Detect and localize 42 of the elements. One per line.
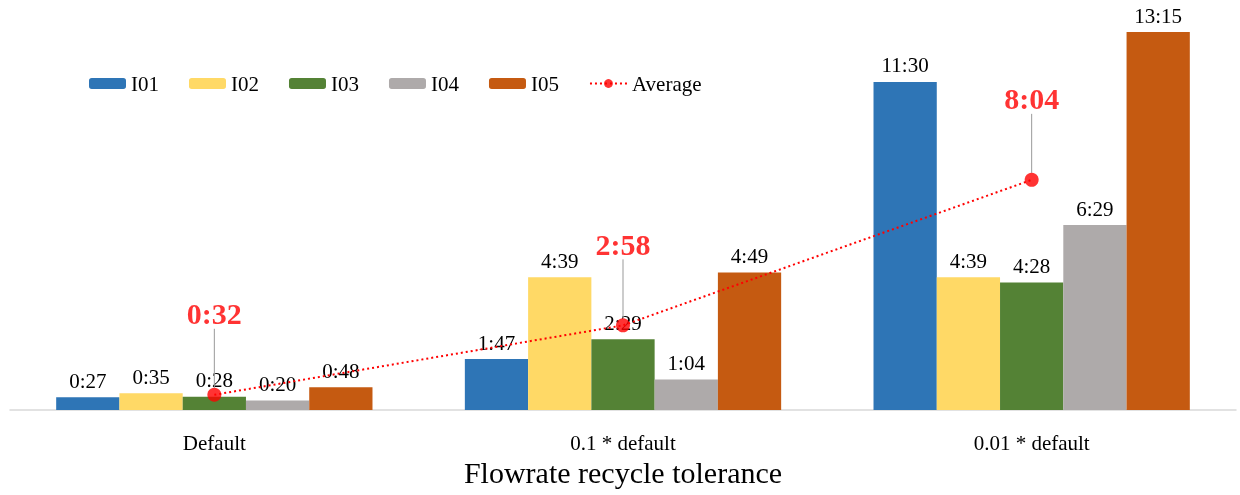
legend-label: Average — [631, 71, 702, 96]
data-label: 0:28 — [195, 368, 234, 393]
data-label: 1:04 — [667, 351, 706, 376]
bar — [56, 397, 120, 410]
data-label: 1:47 — [477, 330, 516, 355]
bar — [1063, 225, 1127, 410]
bar — [182, 396, 246, 410]
bar — [245, 400, 310, 410]
bar — [1126, 32, 1190, 410]
legend-label: I04 — [430, 71, 460, 96]
data-label: 0:20 — [258, 371, 297, 396]
bar — [936, 277, 1001, 410]
x-tick-label: 0.1 * default — [570, 430, 676, 455]
data-label: 4:39 — [541, 248, 579, 273]
bar — [309, 387, 373, 410]
bar — [464, 359, 529, 410]
legend-label: I02 — [230, 71, 259, 96]
data-label: 6:29 — [1076, 196, 1114, 221]
data-label: 0:35 — [132, 364, 170, 389]
legend-label: I03 — [330, 71, 359, 96]
data-label: 8:04 — [1004, 82, 1060, 116]
data-label: 11:30 — [881, 53, 929, 78]
data-label: 2:58 — [595, 227, 651, 261]
bar — [717, 272, 782, 410]
bar — [873, 81, 937, 410]
data-label: 0:48 — [322, 358, 360, 383]
x-tick-label: Default — [182, 430, 246, 455]
data-label: 0:27 — [69, 368, 107, 393]
legend-label: I05 — [530, 71, 559, 96]
data-label: 4:28 — [1012, 254, 1051, 279]
data-label: 4:39 — [949, 248, 988, 273]
bar — [528, 277, 592, 410]
x-axis-title: Flowrate recycle tolerance — [463, 456, 783, 490]
data-label: 13:15 — [1134, 3, 1183, 28]
bar — [1000, 282, 1064, 410]
bar — [591, 339, 655, 410]
data-label: 0:32 — [186, 297, 242, 331]
bar — [654, 379, 718, 410]
legend-label: I01 — [131, 71, 159, 96]
x-tick-label: 0.01 * default — [973, 430, 1090, 455]
bar — [119, 393, 183, 410]
data-label: 4:49 — [730, 244, 769, 269]
